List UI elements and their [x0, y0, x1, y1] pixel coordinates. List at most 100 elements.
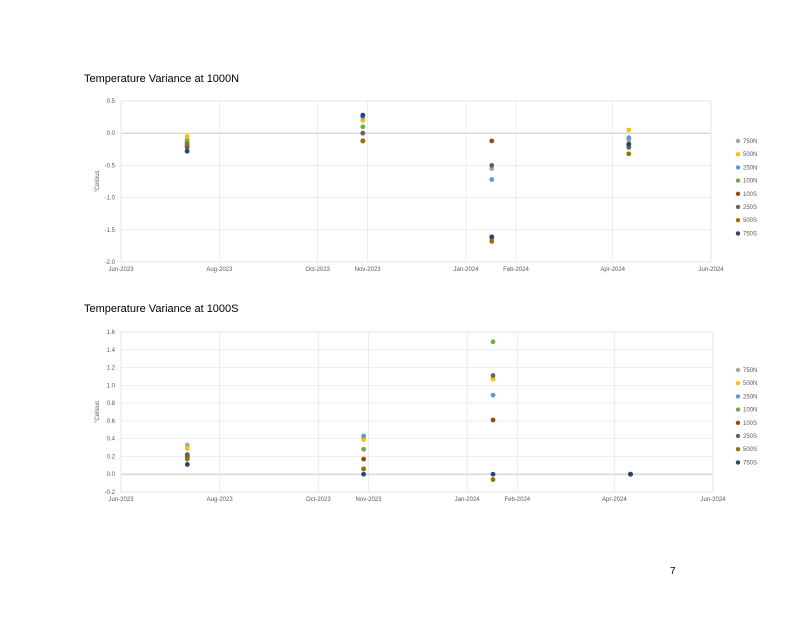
legend-marker-100n — [735, 178, 741, 183]
legend-marker-750n — [735, 367, 741, 373]
data-point-100n — [360, 124, 366, 130]
data-point-500n — [184, 134, 190, 139]
data-point-500s — [184, 456, 190, 462]
legend-marker-250s — [735, 433, 741, 439]
y-tick-label: -0.5 — [105, 163, 116, 169]
data-point-250s — [489, 163, 495, 168]
x-tick-label: Jun-2024 — [698, 267, 724, 273]
y-tick-label: 0.6 — [107, 419, 116, 425]
x-tick-label: Jun-2023 — [108, 267, 134, 273]
chart-1-title: Temperature Variance at 1000N — [84, 73, 240, 85]
x-tick-label: Feb-2024 — [503, 267, 529, 273]
x-tick-label: Nov-2023 — [355, 497, 382, 503]
legend-label-500s: 500S — [743, 218, 757, 224]
x-tick-label: Jan-2024 — [453, 267, 479, 273]
x-tick-label: Aug-2023 — [207, 497, 234, 503]
data-point-100s — [489, 138, 495, 144]
data-point-750s — [626, 141, 632, 147]
x-tick-label: Jun-2023 — [108, 497, 134, 503]
legend-label-100n: 100N — [743, 408, 757, 414]
data-point-250s — [360, 130, 366, 136]
x-tick-label: Oct-2023 — [305, 267, 330, 273]
legend-marker-750s — [735, 460, 741, 465]
x-tick-label: Jan-2024 — [455, 497, 481, 503]
x-tick-label: Feb-2024 — [504, 497, 530, 503]
data-point-750s — [490, 471, 496, 477]
data-point-100s — [361, 456, 367, 462]
legend-label-500n: 500N — [743, 152, 757, 158]
data-point-750s — [489, 234, 495, 240]
x-tick-label: Nov-2023 — [355, 267, 382, 273]
data-point-100s — [490, 417, 496, 423]
legend-marker-250s — [735, 204, 741, 210]
plot-area — [120, 331, 714, 493]
x-tick-label: Oct-2023 — [306, 497, 331, 503]
legend-marker-750n — [735, 138, 741, 144]
legend-marker-500s — [735, 447, 741, 452]
y-tick-label: -2.0 — [105, 260, 116, 266]
y-tick-label: 1.4 — [107, 348, 116, 354]
chart-2-title: Temperature Variance at 1000S — [84, 303, 239, 315]
data-point-750s — [361, 471, 367, 477]
legend-label-750n: 750N — [743, 139, 757, 145]
x-tick-label: Jun-2024 — [700, 497, 726, 503]
data-point-500s — [361, 466, 367, 472]
y-tick-label: -1.0 — [105, 196, 116, 202]
legend-label-250n: 250N — [743, 165, 757, 171]
data-point-250s — [490, 373, 496, 378]
y-tick-label: 0.4 — [107, 437, 116, 443]
legend-marker-100n — [735, 407, 741, 412]
legend-marker-100s — [735, 191, 741, 196]
data-point-750s — [184, 148, 190, 154]
data-point-750s — [360, 112, 366, 118]
x-tick-label: Aug-2023 — [206, 267, 233, 273]
y-tick-label: 0.8 — [107, 401, 116, 407]
data-point-500s — [184, 141, 190, 147]
data-point-500n — [184, 446, 190, 451]
data-point-500n — [490, 376, 496, 382]
y-tick-label: 1.6 — [107, 330, 116, 336]
y-tick-label: 0.0 — [107, 472, 116, 478]
y-tick-label: 0.5 — [107, 99, 116, 105]
page-number: 7 — [670, 566, 676, 577]
legend-marker-750s — [735, 231, 741, 236]
legend-label-250n: 250N — [743, 394, 757, 400]
plot-area — [120, 100, 712, 263]
y-tick-label: 0.0 — [107, 131, 116, 137]
y-axis-label: °Celsius — [95, 401, 101, 423]
data-point-500s — [360, 138, 366, 144]
legend-marker-500s — [735, 218, 741, 223]
data-point-250s — [184, 452, 190, 458]
data-point-250n — [489, 177, 495, 182]
data-point-750s — [184, 462, 190, 467]
x-tick-label: Apr-2024 — [600, 267, 625, 273]
data-point-250n — [626, 135, 632, 141]
legend-marker-500n — [735, 381, 741, 386]
legend-marker-500n — [735, 152, 741, 157]
legend-label-100s: 100S — [743, 421, 757, 427]
y-tick-label: 1.2 — [107, 366, 116, 372]
legend-label-250s: 250S — [743, 434, 757, 440]
data-point-500n — [361, 437, 367, 442]
data-point-100n — [490, 339, 496, 345]
legend-label-750n: 750N — [743, 368, 757, 374]
x-tick-label: Apr-2024 — [602, 497, 627, 503]
legend-label-500n: 500N — [743, 381, 757, 387]
data-point-500s — [626, 151, 632, 157]
data-point-500s — [489, 238, 495, 244]
legend-label-100s: 100S — [743, 192, 757, 198]
data-point-100n — [361, 446, 367, 452]
legend-marker-250n — [735, 165, 741, 170]
legend-marker-100s — [735, 420, 741, 425]
data-point-750s — [628, 471, 633, 477]
data-point-500s — [490, 477, 496, 482]
y-axis-label: °Celsius — [95, 170, 101, 192]
data-point-750n — [184, 442, 190, 448]
y-tick-label: -1.5 — [105, 228, 116, 234]
data-point-250n — [490, 392, 496, 398]
y-tick-label: 0.2 — [107, 454, 116, 460]
y-tick-label: 1.0 — [107, 383, 116, 389]
legend-label-750s: 750S — [743, 231, 757, 237]
legend-label-750s: 750S — [743, 460, 757, 466]
